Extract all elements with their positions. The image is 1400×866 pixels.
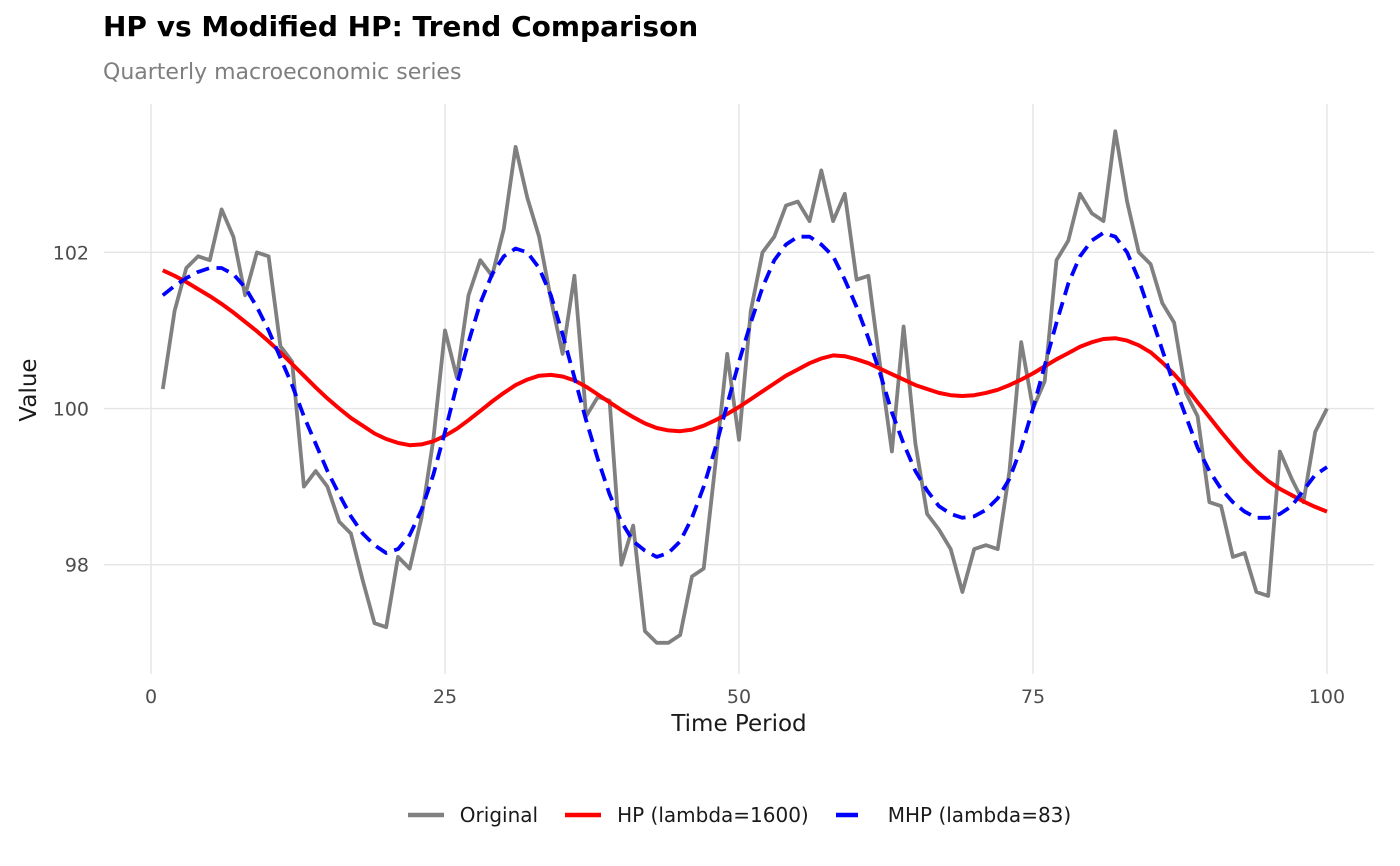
series-line-mhp-lambda-83 xyxy=(161,230,1329,559)
legend-label-hp-lambda-1600: HP (lambda=1600) xyxy=(617,803,809,827)
legend: Original HP (lambda=1600) MHP (lambda=83) xyxy=(104,795,1374,835)
y-axis-title: Value xyxy=(16,358,42,422)
series-line-original xyxy=(160,129,1329,645)
legend-swatch-original xyxy=(407,812,444,818)
legend-label-mhp-lambda-83: MHP (lambda=83) xyxy=(887,803,1072,827)
x-tick-label: 100 xyxy=(1309,686,1345,708)
legend-item-original: Original xyxy=(407,803,538,827)
x-tick-label: 25 xyxy=(433,686,457,708)
plot-area: 0 25 50 75 100 98 100 102 xyxy=(53,104,1374,708)
y-tick-label: 98 xyxy=(65,555,89,577)
series-line-hp-lambda-1600 xyxy=(161,268,1328,514)
chart-subtitle: Quarterly macroeconomic series xyxy=(103,60,462,85)
legend-label-original: Original xyxy=(459,803,539,827)
legend-swatch-hp-lambda-1600 xyxy=(565,812,602,818)
chart-title: HP vs Modified HP: Trend Comparison xyxy=(103,10,699,43)
x-axis-title: Time Period xyxy=(671,711,807,737)
x-tick-label: 75 xyxy=(1021,686,1045,708)
legend-swatch-mhp-lambda-83 xyxy=(835,812,872,818)
y-tick-label: 100 xyxy=(53,399,89,421)
y-tick-label: 102 xyxy=(53,242,89,264)
legend-item-hp-lambda-1600: HP (lambda=1600) xyxy=(564,803,809,827)
x-tick-label: 50 xyxy=(727,686,751,708)
legend-item-mhp-lambda-83: MHP (lambda=83) xyxy=(835,803,1071,827)
x-tick-label: 0 xyxy=(145,686,157,708)
